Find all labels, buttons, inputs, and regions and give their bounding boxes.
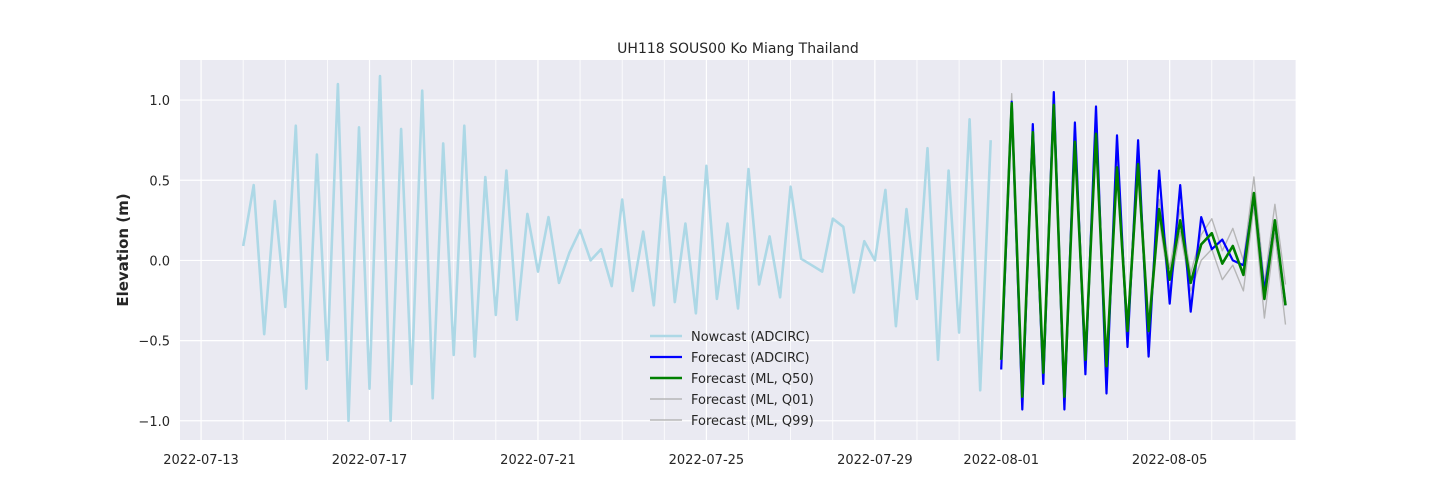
- legend: Nowcast (ADCIRC) Forecast (ADCIRC) Forecas…: [650, 330, 814, 429]
- tick-labels: 2022-07-13 2022-07-17 2022-07-21 2022-07-25…: [138, 94, 1207, 468]
- series-lines: [241, 74, 1287, 423]
- y-axis-title: Elevation (m): [114, 193, 132, 306]
- y-tick-label: 0.5: [149, 174, 170, 189]
- chart-title: UH118 SOUS00 Ko Miang Thailand: [617, 41, 859, 57]
- x-tick-label: 2022-07-17: [332, 453, 408, 468]
- y-tick-label: −1.0: [138, 415, 170, 430]
- legend-label: Forecast (ML, Q50): [691, 372, 814, 387]
- legend-label: Nowcast (ADCIRC): [691, 330, 810, 345]
- legend-label: Forecast (ADCIRC): [691, 351, 810, 366]
- grid-lines: [180, 60, 1297, 440]
- x-tick-label: 2022-07-29: [837, 453, 913, 468]
- y-tick-label: 1.0: [149, 94, 170, 109]
- x-tick-label: 2022-08-01: [963, 453, 1039, 468]
- legend-label: Forecast (ML, Q99): [691, 414, 814, 429]
- plot-area: [180, 60, 1296, 440]
- x-tick-label: 2022-07-25: [669, 453, 745, 468]
- y-tick-label: 0.0: [149, 254, 170, 269]
- x-tick-label: 2022-08-05: [1132, 453, 1208, 468]
- x-tick-label: 2022-07-21: [500, 453, 576, 468]
- legend-label: Forecast (ML, Q01): [691, 393, 814, 408]
- y-tick-label: −0.5: [138, 335, 170, 350]
- x-tick-label: 2022-07-13: [163, 453, 239, 468]
- series-line: [999, 102, 1287, 399]
- series-line: [241, 74, 992, 423]
